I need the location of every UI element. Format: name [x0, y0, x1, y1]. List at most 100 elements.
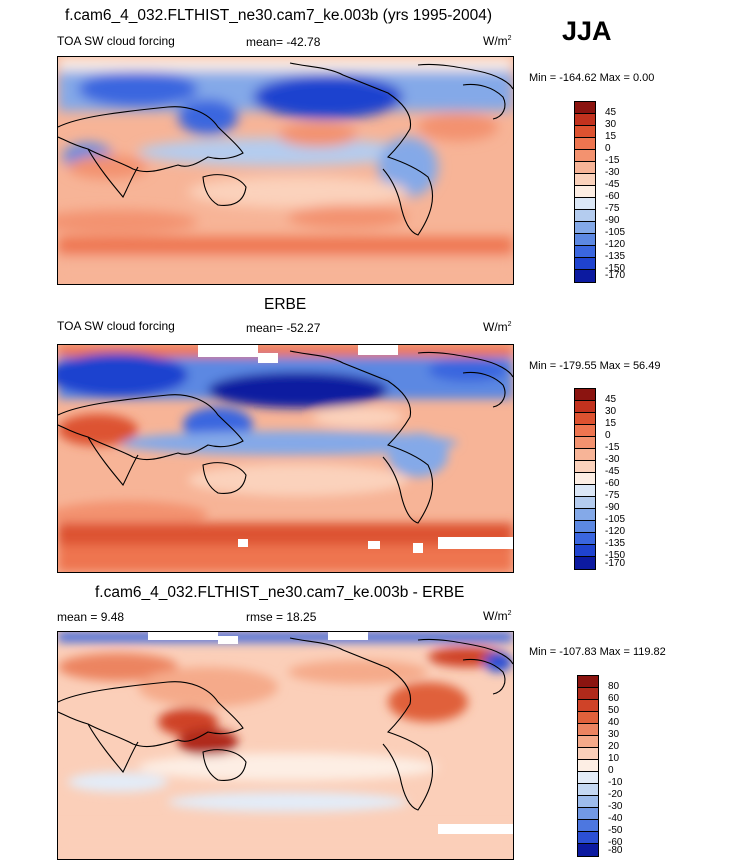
panel1-colorbar-label: -105: [605, 227, 626, 238]
panel2-colorbar-label: 45: [605, 394, 617, 405]
panel2-colorbar-swatch: [575, 389, 595, 401]
panel3-colorbar-swatch: [578, 784, 598, 796]
panel3-minmax: Min = -107.83 Max = 119.82: [529, 646, 666, 658]
panel2-title: ERBE: [264, 296, 307, 313]
panel3-colorbar-swatch: [578, 760, 598, 772]
panel3-colorbar-label: 60: [608, 693, 620, 704]
panel2-missing-data: [198, 345, 513, 553]
panel2-colorbar-label: -120: [605, 526, 626, 537]
panel3-colorbar-label: 0: [608, 765, 614, 776]
panel1-colorbar-swatch: [575, 246, 595, 258]
panel3-colorbar-swatch: [578, 712, 598, 724]
panel1-colorbar-label: -15: [605, 155, 620, 166]
panel1-colorbar: [574, 101, 596, 283]
panel3-mean-label: mean = 9.48: [57, 610, 125, 624]
panel1-minmax: Min = -164.62 Max = 0.00: [529, 72, 655, 84]
panel1-colorbar-label: 0: [605, 143, 611, 154]
panel1-colorbar-label: -135: [605, 251, 626, 262]
panel1-colorbar-label: -45: [605, 179, 620, 190]
panel3-colorbar-swatch: [578, 736, 598, 748]
panel2-colorbar: [574, 388, 596, 570]
panel3-colorbar-label: 10: [608, 753, 620, 764]
panel2-colorbar-label: 0: [605, 430, 611, 441]
panel1-colorbar-label: -60: [605, 191, 620, 202]
panel2-variable-label: TOA SW cloud forcing: [57, 319, 175, 333]
panel2-colorbar-label: -75: [605, 490, 620, 501]
panel3-colorbar-swatch: [578, 724, 598, 736]
panel2-colorbar-label: 15: [605, 418, 617, 429]
panel2-colorbar-label: -45: [605, 466, 620, 477]
panel1-colorbar-swatch: [575, 114, 595, 126]
panel3-colorbar-swatch: [578, 808, 598, 820]
panel2-colorbar-swatch: [575, 545, 595, 557]
panel2-colorbar-swatch: [575, 533, 595, 545]
panel1-colorbar-swatch: [575, 198, 595, 210]
panel1-colorbar-swatch: [575, 234, 595, 246]
panel3-colorbar-swatch: [578, 796, 598, 808]
panel3-colorbar-swatch: [578, 844, 598, 856]
panel1-title: f.cam6_4_032.FLTHIST_ne30.cam7_ke.003b (…: [65, 7, 493, 24]
panel2-colorbar-label: 30: [605, 406, 617, 417]
panel3-colorbar-label: 30: [608, 729, 620, 740]
panel3-map: [57, 631, 514, 860]
panel1-colorbar-label: -30: [605, 167, 620, 178]
panel1-variable-label: TOA SW cloud forcing: [57, 34, 175, 48]
panel1-colorbar-swatch: [575, 150, 595, 162]
panel3-rmse-label: rmse = 18.25: [246, 610, 317, 624]
panel3-coastlines: [58, 637, 513, 811]
panel3-colorbar-label: -60: [608, 837, 623, 848]
panel3-colorbar-label: -80: [608, 845, 623, 856]
panel1-units: W/m2: [483, 34, 512, 48]
panel2-colorbar-swatch: [575, 497, 595, 509]
panel1-colorbar-swatch: [575, 186, 595, 198]
panel2-colorbar-label: -30: [605, 454, 620, 465]
panel1-colorbar-swatch: [575, 138, 595, 150]
panel2-colorbar-swatch: [575, 437, 595, 449]
panel3-missing-data: [148, 632, 513, 834]
panel1-colorbar-swatch: [575, 174, 595, 186]
panel2-colorbar-swatch: [575, 557, 595, 569]
panel2-colorbar-swatch: [575, 401, 595, 413]
panel3-units: W/m2: [483, 609, 512, 623]
panel3-colorbar-label: -20: [608, 789, 623, 800]
panel2-colorbar-label: -170: [605, 558, 626, 569]
panel2-colorbar-swatch: [575, 461, 595, 473]
panel2-colorbar-label: -15: [605, 442, 620, 453]
panel1-mean-label: mean= -42.78: [246, 35, 321, 49]
panel3-colorbar-label: -50: [608, 825, 623, 836]
panel1-colorbar-swatch: [575, 126, 595, 138]
panel1-colorbar-swatch: [575, 210, 595, 222]
panel2-colorbar-label: -90: [605, 502, 620, 513]
season-label: JJA: [562, 16, 612, 46]
panel1-coastlines: [58, 62, 513, 236]
panel2-map: [57, 344, 514, 573]
panel3-colorbar-swatch: [578, 700, 598, 712]
panel3-colorbar-label: 40: [608, 717, 620, 728]
panel3-colorbar-swatch: [578, 748, 598, 760]
panel3-colorbar-swatch: [578, 688, 598, 700]
panel3-title: f.cam6_4_032.FLTHIST_ne30.cam7_ke.003b -…: [95, 584, 465, 601]
panel2-minmax: Min = -179.55 Max = 56.49: [529, 360, 661, 372]
panel3-colorbar: [577, 675, 599, 857]
panel1-colorbar-swatch: [575, 270, 595, 282]
panel2-colorbar-label: -60: [605, 478, 620, 489]
panel1-colorbar-label: -150: [605, 263, 626, 274]
panel1-colorbar-swatch: [575, 222, 595, 234]
panel3-colorbar-label: 20: [608, 741, 620, 752]
panel3-colorbar-swatch: [578, 676, 598, 688]
panel2-units: W/m2: [483, 320, 512, 334]
panel2-colorbar-label: -105: [605, 514, 626, 525]
panel1-colorbar-swatch: [575, 162, 595, 174]
panel3-colorbar-label: -10: [608, 777, 623, 788]
panel2-mean-label: mean= -52.27: [246, 321, 321, 335]
panel2-colorbar-swatch: [575, 449, 595, 461]
panel1-colorbar-swatch: [575, 258, 595, 270]
panel2-colorbar-label: -135: [605, 538, 626, 549]
panel3-colorbar-swatch: [578, 772, 598, 784]
panel1-colorbar-swatch: [575, 102, 595, 114]
panel1-colorbar-label: -75: [605, 203, 620, 214]
panel1-map: [57, 56, 514, 285]
panel3-colorbar-swatch: [578, 820, 598, 832]
panel2-colorbar-label: -150: [605, 550, 626, 561]
panel2-colorbar-swatch: [575, 425, 595, 437]
